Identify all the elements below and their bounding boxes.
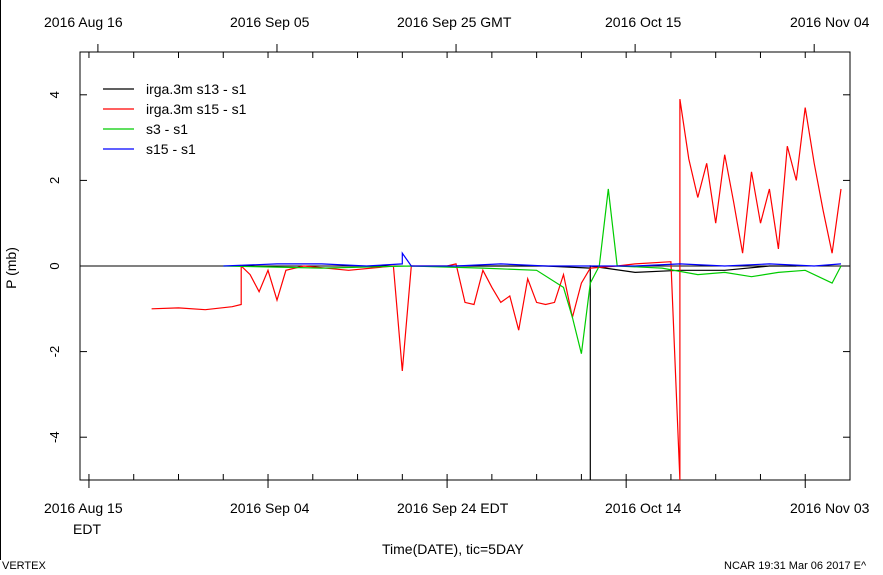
- legend-label: s3 - s1: [146, 121, 188, 137]
- series-line-1: [151, 99, 842, 481]
- bottom-tick-label: 2016 Sep 04: [230, 500, 310, 516]
- legend: irga.3m s13 - s1 irga.3m s15 - s1 s3 - s1…: [103, 81, 247, 157]
- bottom-timezone-label: EDT: [73, 521, 101, 537]
- bottom-tick-label: 2016 Oct 14: [605, 500, 682, 516]
- top-tick-label: 2016 Oct 15: [605, 14, 682, 30]
- top-tick-label: 2016 Sep 25 GMT: [397, 14, 512, 30]
- y-tick-label: -2: [47, 346, 62, 358]
- bottom-tick-label: 2016 Sep 24 EDT: [397, 500, 509, 516]
- bottom-tick-label: 2016 Nov 03: [790, 500, 870, 516]
- legend-label: irga.3m s15 - s1: [146, 101, 247, 117]
- series-line-2: [223, 188, 842, 354]
- series-line-0: [456, 265, 797, 480]
- x-axis-label: Time(DATE), tic=5DAY: [382, 541, 524, 557]
- series-layer: [151, 99, 842, 481]
- series-line-3: [223, 251, 842, 267]
- y-tick-label: -4: [47, 431, 62, 443]
- y-tick-label: 0: [47, 262, 62, 269]
- top-tick-label: 2016 Aug 16: [44, 14, 123, 30]
- y-tick-label: 4: [47, 91, 62, 98]
- top-tick-label: 2016 Sep 05: [230, 14, 310, 30]
- y-axis-label: P (mb): [3, 247, 19, 289]
- window-left-border: [0, 0, 1, 560]
- legend-label: irga.3m s13 - s1: [146, 81, 247, 97]
- footer-left: VERTEX: [2, 560, 46, 572]
- footer-right: NCAR 19:31 Mar 06 2017 E^: [724, 560, 867, 572]
- axis-ticks: 4 2 0 -2 -4: [47, 44, 851, 488]
- bottom-tick-label: 2016 Aug 15: [44, 500, 123, 516]
- y-tick-label: 2: [47, 177, 62, 184]
- legend-label: s15 - s1: [146, 141, 196, 157]
- top-tick-label: 2016 Nov 04: [790, 14, 870, 30]
